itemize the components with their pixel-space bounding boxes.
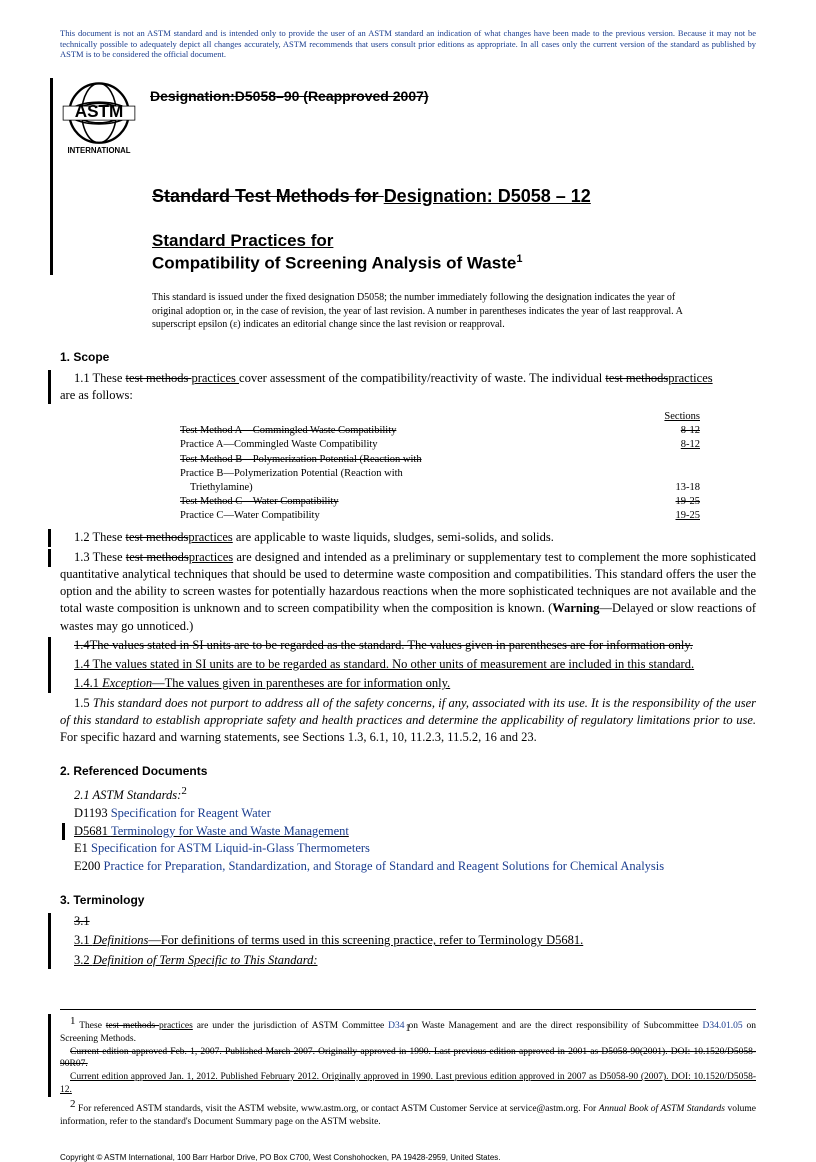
old-designation: Designation:D5058–90 (Reapproved 2007) [60,78,756,104]
para-1-1-tail: are as follows: [60,387,756,404]
para-1-4-1: 1.4.1 Exception—The values given in pare… [60,675,756,692]
title-old: Standard Test Methods for [152,186,384,206]
title-line-1: Standard Test Methods for Designation: D… [152,184,756,208]
referenced-docs-list: 2.1 ASTM Standards:2 D1193 Specification… [60,784,756,875]
title-practices: Standard Practices for [152,230,756,252]
para-1-2: 1.2 These test methodspractices are appl… [60,529,756,546]
scope-heading: 1. Scope [60,350,756,364]
svg-text:INTERNATIONAL: INTERNATIONAL [67,146,130,155]
fn-2: 2 For referenced ASTM standards, visit t… [60,1097,756,1129]
para-1-1: 1.1 These test methods practices cover a… [60,370,756,387]
para-3-2: 3.2 Definition of Term Specific to This … [60,952,756,969]
ref-e200: E200 Practice for Preparation, Standardi… [74,858,756,876]
referenced-docs-heading: 2. Referenced Documents [60,764,756,778]
astm-logo: ASTM INTERNATIONAL [60,78,138,156]
title-new-designation: Designation: D5058 – 12 [384,186,591,206]
page-number: 1 [405,1022,411,1034]
header-block: ASTM INTERNATIONAL Designation:D5058–90 … [60,78,756,275]
issued-note: This standard is issued under the fixed … [152,291,686,332]
para-1-4-old: 1.4The values stated in SI units are to … [60,637,756,654]
title-block-2: Standard Practices for Compatibility of … [152,230,756,275]
para-1-5: 1.5 This standard does not purport to ad… [60,695,756,747]
fn-new-edition: Current edition approved Jan. 1, 2012. P… [60,1071,756,1097]
title-main: Compatibility of Screening Analysis of W… [152,252,756,275]
ref-2-1: 2.1 ASTM Standards:2 [60,784,756,805]
ref-d5681: D5681 Terminology for Waste and Waste Ma… [74,823,756,841]
para-3-1-new: 3.1 Definitions—For definitions of terms… [60,932,756,949]
terminology-heading: 3. Terminology [60,893,756,907]
revision-notice: This document is not an ASTM standard an… [60,28,756,60]
para-1-3: 1.3 These test methodspractices are desi… [60,549,756,635]
fn-old-edition: Current edition approved Feb. 1, 2007. P… [60,1046,756,1072]
ref-e1: E1 Specification for ASTM Liquid-in-Glas… [74,840,756,858]
para-1-4-new: 1.4 The values stated in SI units are to… [60,656,756,673]
para-3-1-old: 3.1 [60,913,756,930]
copyright: Copyright © ASTM International, 100 Barr… [60,1153,756,1162]
sections-table: Sections Test Method A—Commingled Waste … [180,410,700,523]
ref-d1193: D1193 Specification for Reagent Water [74,805,756,823]
svg-text:ASTM: ASTM [75,101,124,121]
